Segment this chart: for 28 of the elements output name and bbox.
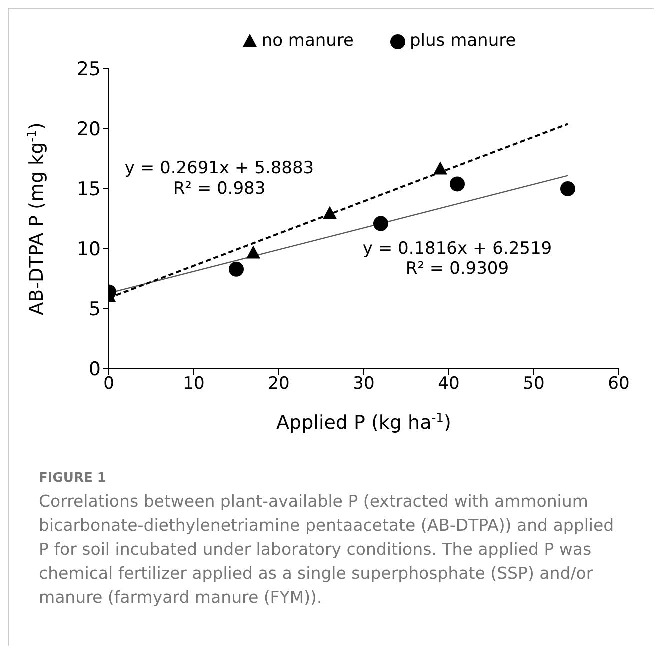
y-tick-label: 15 bbox=[76, 178, 101, 201]
point bbox=[229, 262, 244, 277]
x-tick-label: 20 bbox=[268, 374, 290, 394]
point bbox=[434, 162, 448, 175]
x-tick-label: 40 bbox=[438, 374, 460, 394]
point bbox=[450, 176, 465, 192]
x-tick-label: 10 bbox=[183, 374, 205, 394]
legend-label: no manure bbox=[260, 31, 354, 51]
x-tick-label: 30 bbox=[353, 374, 375, 394]
y-tick-label: 5 bbox=[88, 298, 101, 321]
x-tick-label: 50 bbox=[523, 374, 545, 394]
point bbox=[323, 206, 337, 220]
y-tick-label: 10 bbox=[76, 238, 101, 261]
point bbox=[246, 246, 260, 259]
legend-label: plus manure bbox=[409, 31, 516, 51]
y-tick-label: 25 bbox=[76, 58, 101, 81]
point bbox=[560, 182, 576, 196]
y-tick-label: 20 bbox=[76, 118, 101, 141]
annotation: R² = 0.9309 bbox=[406, 259, 510, 280]
text: Correlations between plant-available P (extracted with ammonium bicarbonate-diethylenetriamine pentaacetate (AB-DTPA)) and applied P for soil incubated under laboratory conditions. The applied P was chemical fertilizer applied as a single superphosphate (SSP) and/or manure (farmyard manure (FYM)). bbox=[39, 491, 616, 609]
caption: FIGURE 1 bbox=[39, 471, 108, 486]
x-tick-label: 0 bbox=[104, 374, 114, 394]
point bbox=[374, 216, 388, 232]
x-axis-title: Applied P (kg ha$^{-1}$) bbox=[276, 411, 452, 434]
annotation: R² = 0.983 bbox=[173, 178, 266, 199]
annotation: y = 0.2691x + 5.8883 bbox=[124, 158, 314, 178]
annotation: y = 0.1816x + 6.2519 bbox=[362, 238, 552, 259]
x-tick-label: 60 bbox=[608, 374, 630, 394]
